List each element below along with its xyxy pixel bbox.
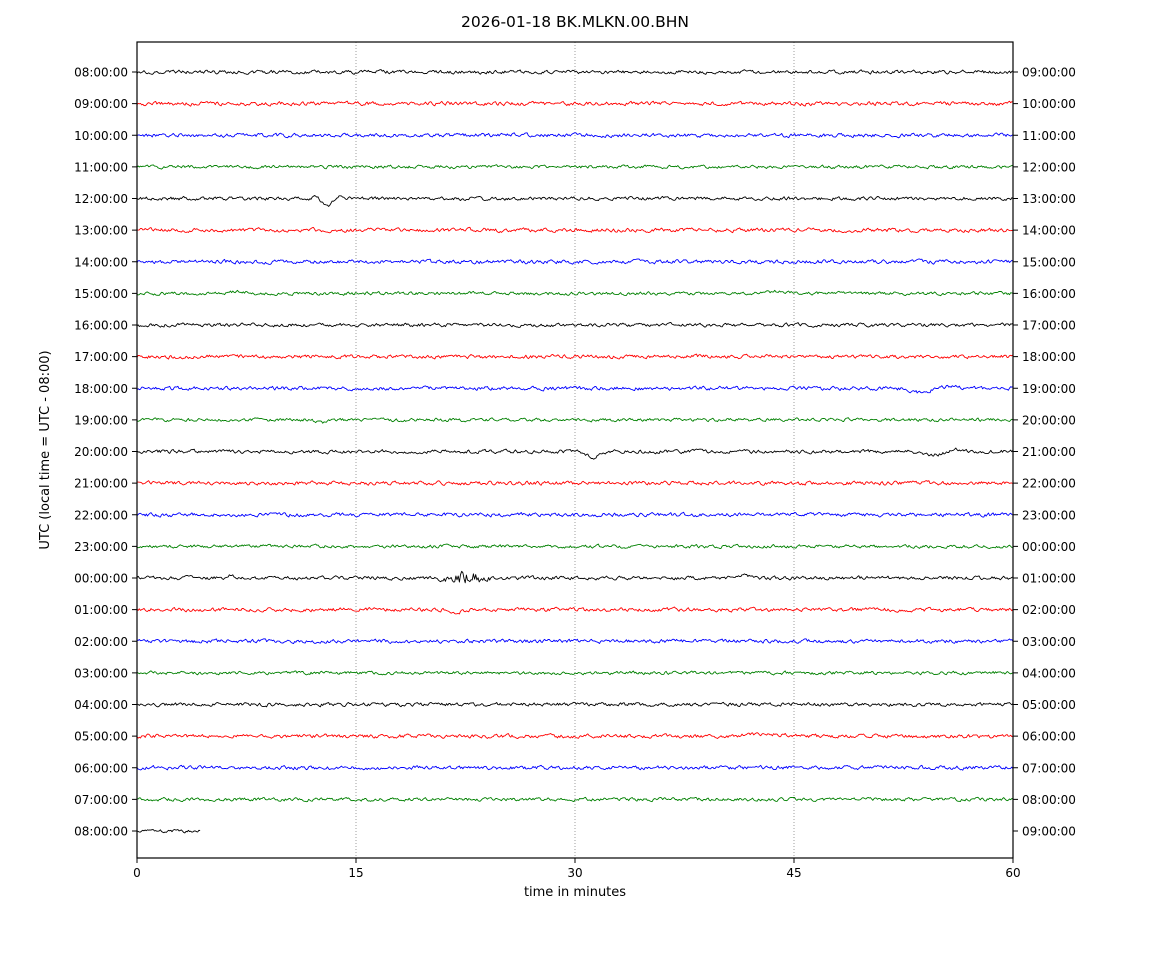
row-label-left: 09:00:00 xyxy=(74,97,128,111)
trace-row-21 xyxy=(136,732,1014,740)
row-label-left: 01:00:00 xyxy=(74,603,128,617)
trace-row-23 xyxy=(136,796,1014,803)
row-label-right: 02:00:00 xyxy=(1022,603,1076,617)
row-label-left: 23:00:00 xyxy=(74,540,128,554)
x-tick-label: 15 xyxy=(348,866,363,880)
trace-row-12 xyxy=(136,447,1014,460)
trace-row-5 xyxy=(136,226,1013,234)
row-label-right: 09:00:00 xyxy=(1022,66,1076,80)
gridlines xyxy=(355,42,795,858)
trace-group xyxy=(136,69,1014,834)
row-label-right: 15:00:00 xyxy=(1022,255,1076,269)
row-label-left: 11:00:00 xyxy=(74,160,128,174)
row-label-right: 18:00:00 xyxy=(1022,350,1076,364)
x-axis-label: time in minutes xyxy=(524,885,626,900)
trace-row-4 xyxy=(136,195,1014,207)
row-label-right: 06:00:00 xyxy=(1022,730,1076,744)
row-label-left: 04:00:00 xyxy=(74,698,128,712)
trace-row-10 xyxy=(136,384,1014,394)
row-label-left: 19:00:00 xyxy=(74,413,128,427)
trace-row-16 xyxy=(136,570,1014,584)
trace-row-18 xyxy=(136,638,1014,645)
row-label-left: 08:00:00 xyxy=(74,825,128,839)
row-label-right: 13:00:00 xyxy=(1022,192,1076,206)
trace-row-11 xyxy=(136,417,1014,424)
row-label-right: 09:00:00 xyxy=(1022,825,1076,839)
row-label-left: 02:00:00 xyxy=(74,635,128,649)
row-label-left: 20:00:00 xyxy=(74,445,128,459)
row-label-right: 10:00:00 xyxy=(1022,97,1076,111)
trace-row-19 xyxy=(136,670,1014,676)
trace-row-14 xyxy=(136,511,1014,518)
row-label-right: 16:00:00 xyxy=(1022,287,1076,301)
row-label-left: 15:00:00 xyxy=(74,287,128,301)
row-label-left: 16:00:00 xyxy=(74,319,128,333)
row-label-left: 13:00:00 xyxy=(74,224,128,238)
row-label-left: 18:00:00 xyxy=(74,382,128,396)
trace-row-2 xyxy=(136,132,1014,139)
trace-row-22 xyxy=(136,764,1014,771)
row-label-left: 00:00:00 xyxy=(74,572,128,586)
row-label-right: 00:00:00 xyxy=(1022,540,1076,554)
row-label-right: 08:00:00 xyxy=(1022,793,1076,807)
row-label-left: 17:00:00 xyxy=(74,350,128,364)
row-label-right: 23:00:00 xyxy=(1022,508,1076,522)
row-label-left: 03:00:00 xyxy=(74,666,128,680)
row-label-left: 10:00:00 xyxy=(74,129,128,143)
row-label-right: 12:00:00 xyxy=(1022,160,1076,174)
row-label-left: 08:00:00 xyxy=(74,66,128,80)
trace-row-17 xyxy=(136,606,1014,615)
x-tick-label: 45 xyxy=(786,866,801,880)
trace-row-9 xyxy=(136,353,1014,360)
row-label-right: 20:00:00 xyxy=(1022,413,1076,427)
trace-row-7 xyxy=(136,289,1014,297)
trace-row-1 xyxy=(136,100,1014,107)
row-label-right: 01:00:00 xyxy=(1022,572,1076,586)
row-label-right: 03:00:00 xyxy=(1022,635,1076,649)
row-label-left: 05:00:00 xyxy=(74,730,128,744)
x-tick-label: 0 xyxy=(133,866,141,880)
row-label-right: 14:00:00 xyxy=(1022,224,1076,238)
trace-row-8 xyxy=(136,321,1014,328)
x-tick-label: 30 xyxy=(567,866,582,880)
chart-title: 2026-01-18 BK.MLKN.00.BHN xyxy=(461,13,689,31)
row-label-right: 22:00:00 xyxy=(1022,477,1076,491)
trace-row-13 xyxy=(137,480,1014,486)
trace-row-6 xyxy=(136,258,1014,265)
row-label-left: 07:00:00 xyxy=(74,793,128,807)
x-tick-label: 60 xyxy=(1005,866,1020,880)
row-label-left: 14:00:00 xyxy=(74,255,128,269)
row-label-right: 21:00:00 xyxy=(1022,445,1076,459)
tick-group xyxy=(132,71,1018,863)
row-label-left: 22:00:00 xyxy=(74,508,128,522)
trace-row-0 xyxy=(136,69,1014,75)
row-label-left: 06:00:00 xyxy=(74,761,128,775)
trace-row-3 xyxy=(136,164,1014,170)
row-label-right: 05:00:00 xyxy=(1022,698,1076,712)
row-label-right: 19:00:00 xyxy=(1022,382,1076,396)
tick-label-group: 0 15 30 45 60 08:00:00 09:00:00 09:00:00 10:00:0… xyxy=(74,66,1076,881)
y-axis-label: UTC (local time = UTC - 08:00) xyxy=(38,350,53,549)
row-label-right: 04:00:00 xyxy=(1022,666,1076,680)
trace-row-20 xyxy=(136,701,1014,708)
trace-row-15 xyxy=(136,543,1014,549)
row-label-left: 21:00:00 xyxy=(74,477,128,491)
row-label-right: 17:00:00 xyxy=(1022,319,1076,333)
trace-row-24 xyxy=(136,829,201,834)
row-label-left: 12:00:00 xyxy=(74,192,128,206)
row-label-right: 07:00:00 xyxy=(1022,761,1076,775)
row-label-right: 11:00:00 xyxy=(1022,129,1076,143)
